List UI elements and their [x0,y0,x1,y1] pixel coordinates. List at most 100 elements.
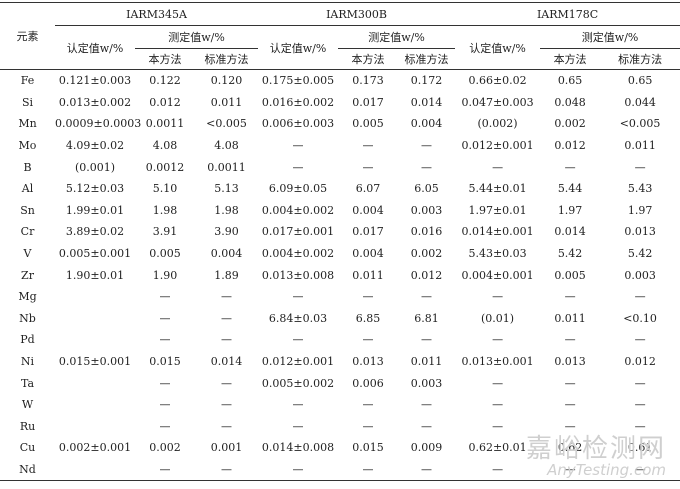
value-cell: 0.017±0.001 [261,225,335,239]
value-cell: 6.81 [414,311,439,325]
header-row: 元素 IARM345A IARM300B IARM178C [0,2,680,43]
value-cell: 0.012±0.001 [261,355,335,369]
value-cell: 0.012 [624,355,656,369]
table-row: V 0.005±0.001 0.005 0.004 0.004±0.002 0.004 0.… [0,243,680,265]
table-row: W — — — — — — — — [0,394,680,416]
value-cell: — [292,398,304,412]
value-cell: 0.62 [557,441,583,455]
value-cell: 0.012 [554,139,586,153]
value-cell: — [564,290,576,304]
value-cell: 0.014±0.001 [461,225,534,239]
value-cell: 0.014 [410,95,443,109]
table-row: Zr 1.90±0.01 1.90 1.89 0.013±0.008 0.011 0.012… [0,264,680,286]
value-cell: 1.97 [627,203,653,217]
value-cell: — [362,160,374,174]
method-header: 本方法 [553,53,587,66]
value-cell: — [221,462,233,476]
value-cell: — [492,398,504,412]
value-cell: — [421,160,433,174]
group-header: IARM178C [455,2,680,26]
value-cell: 4.09±0.02 [65,139,125,153]
value-cell: — [564,376,576,390]
value-cell: 0.005 [149,247,181,261]
value-cell: — [292,333,304,347]
value-cell: 1.98 [214,203,239,217]
value-cell: — [634,333,646,347]
value-cell: 0.013 [352,355,384,369]
header-row: 认定值w/% 测定值w/% 认定值w/% 测定值w/% 认定值w/% 测定值w/% [0,25,680,55]
value-cell: 0.004 [210,247,243,261]
value-cell: — [159,376,171,390]
value-cell: 0.005 [554,268,586,282]
element-header: 元素 [16,30,39,43]
value-cell: 0.047±0.003 [461,95,534,109]
element-cell: Sn [20,203,35,217]
value-cell: 0.013±0.001 [461,355,534,369]
value-cell: — [421,290,433,304]
value-cell [55,308,135,330]
value-cell: — [221,398,233,412]
watermark: 嘉峪检测网 [525,434,666,464]
table-row: Nd — — — — — — — — [0,459,680,481]
value-cell: — [492,462,504,476]
value-cell: 0.004 [352,247,384,261]
certified-header: 认定值w/% [66,41,124,55]
value-cell: — [292,139,304,153]
watermark-url: AnyTesting.com [547,461,666,479]
value-cell: 0.005±0.001 [58,247,132,261]
header-row: 本方法 标准方法 本方法 标准方法 本方法 标准方法 [0,49,680,70]
value-cell: <0.10 [623,311,657,325]
value-cell: — [159,290,171,304]
value-cell: 1.90±0.01 [65,268,125,282]
table-body: Fe 0.121±0.003 0.122 0.120 0.175±0.005 0.173 0… [0,70,680,481]
element-cell: Nb [19,311,36,325]
measured-header: 测定值w/% [338,25,456,49]
value-cell: 3.90 [214,225,239,239]
value-cell: — [221,376,233,390]
value-cell: 0.172 [410,74,443,88]
element-cell: Ru [19,419,36,433]
element-cell: Zr [21,268,34,282]
value-cell: 5.44±0.01 [468,182,527,196]
element-cell: Pd [20,333,35,347]
value-cell: 0.0011 [145,117,185,131]
table-row: Si 0.013±0.002 0.012 0.011 0.016±0.002 0.017 0… [0,92,680,114]
value-cell: 0.011 [210,95,243,109]
value-cell [55,286,135,308]
value-cell: 0.002 [554,117,586,131]
value-cell: 4.08 [152,139,178,153]
value-cell: 0.014 [210,355,243,369]
value-cell: — [292,419,304,433]
value-cell: — [292,462,304,476]
value-cell: 0.014±0.008 [261,441,335,455]
value-cell: — [564,419,576,433]
value-cell: 1.98 [152,203,178,217]
value-cell [55,372,135,394]
value-cell: — [221,311,233,325]
value-cell: — [634,160,646,174]
value-cell: — [421,139,433,153]
value-cell: 0.004±0.002 [261,203,335,217]
element-cell: Ta [20,376,35,390]
value-cell: — [159,333,171,347]
value-cell: 0.66±0.02 [468,74,527,88]
value-cell: — [421,398,433,412]
value-cell: — [292,290,304,304]
value-cell: 0.012±0.001 [461,139,534,153]
value-cell: 5.12±0.03 [65,182,125,196]
value-cell: 6.09±0.05 [268,182,328,196]
value-cell: — [634,419,646,433]
value-cell: 0.017 [352,225,384,239]
table-row: Mo 4.09±0.02 4.08 4.08 — — — 0.012±0.001 0.012 0.… [0,135,680,157]
value-cell: — [634,398,646,412]
value-cell: 0.001 [210,441,243,455]
value-cell: 0.017 [352,95,384,109]
method-header: 本方法 [351,53,385,66]
value-cell: — [634,376,646,390]
value-cell [55,416,135,438]
value-cell: — [362,398,374,412]
value-cell: 0.65 [557,74,583,88]
value-cell: 0.173 [352,74,384,88]
value-cell: 0.122 [149,74,181,88]
value-cell: <0.005 [619,117,661,131]
